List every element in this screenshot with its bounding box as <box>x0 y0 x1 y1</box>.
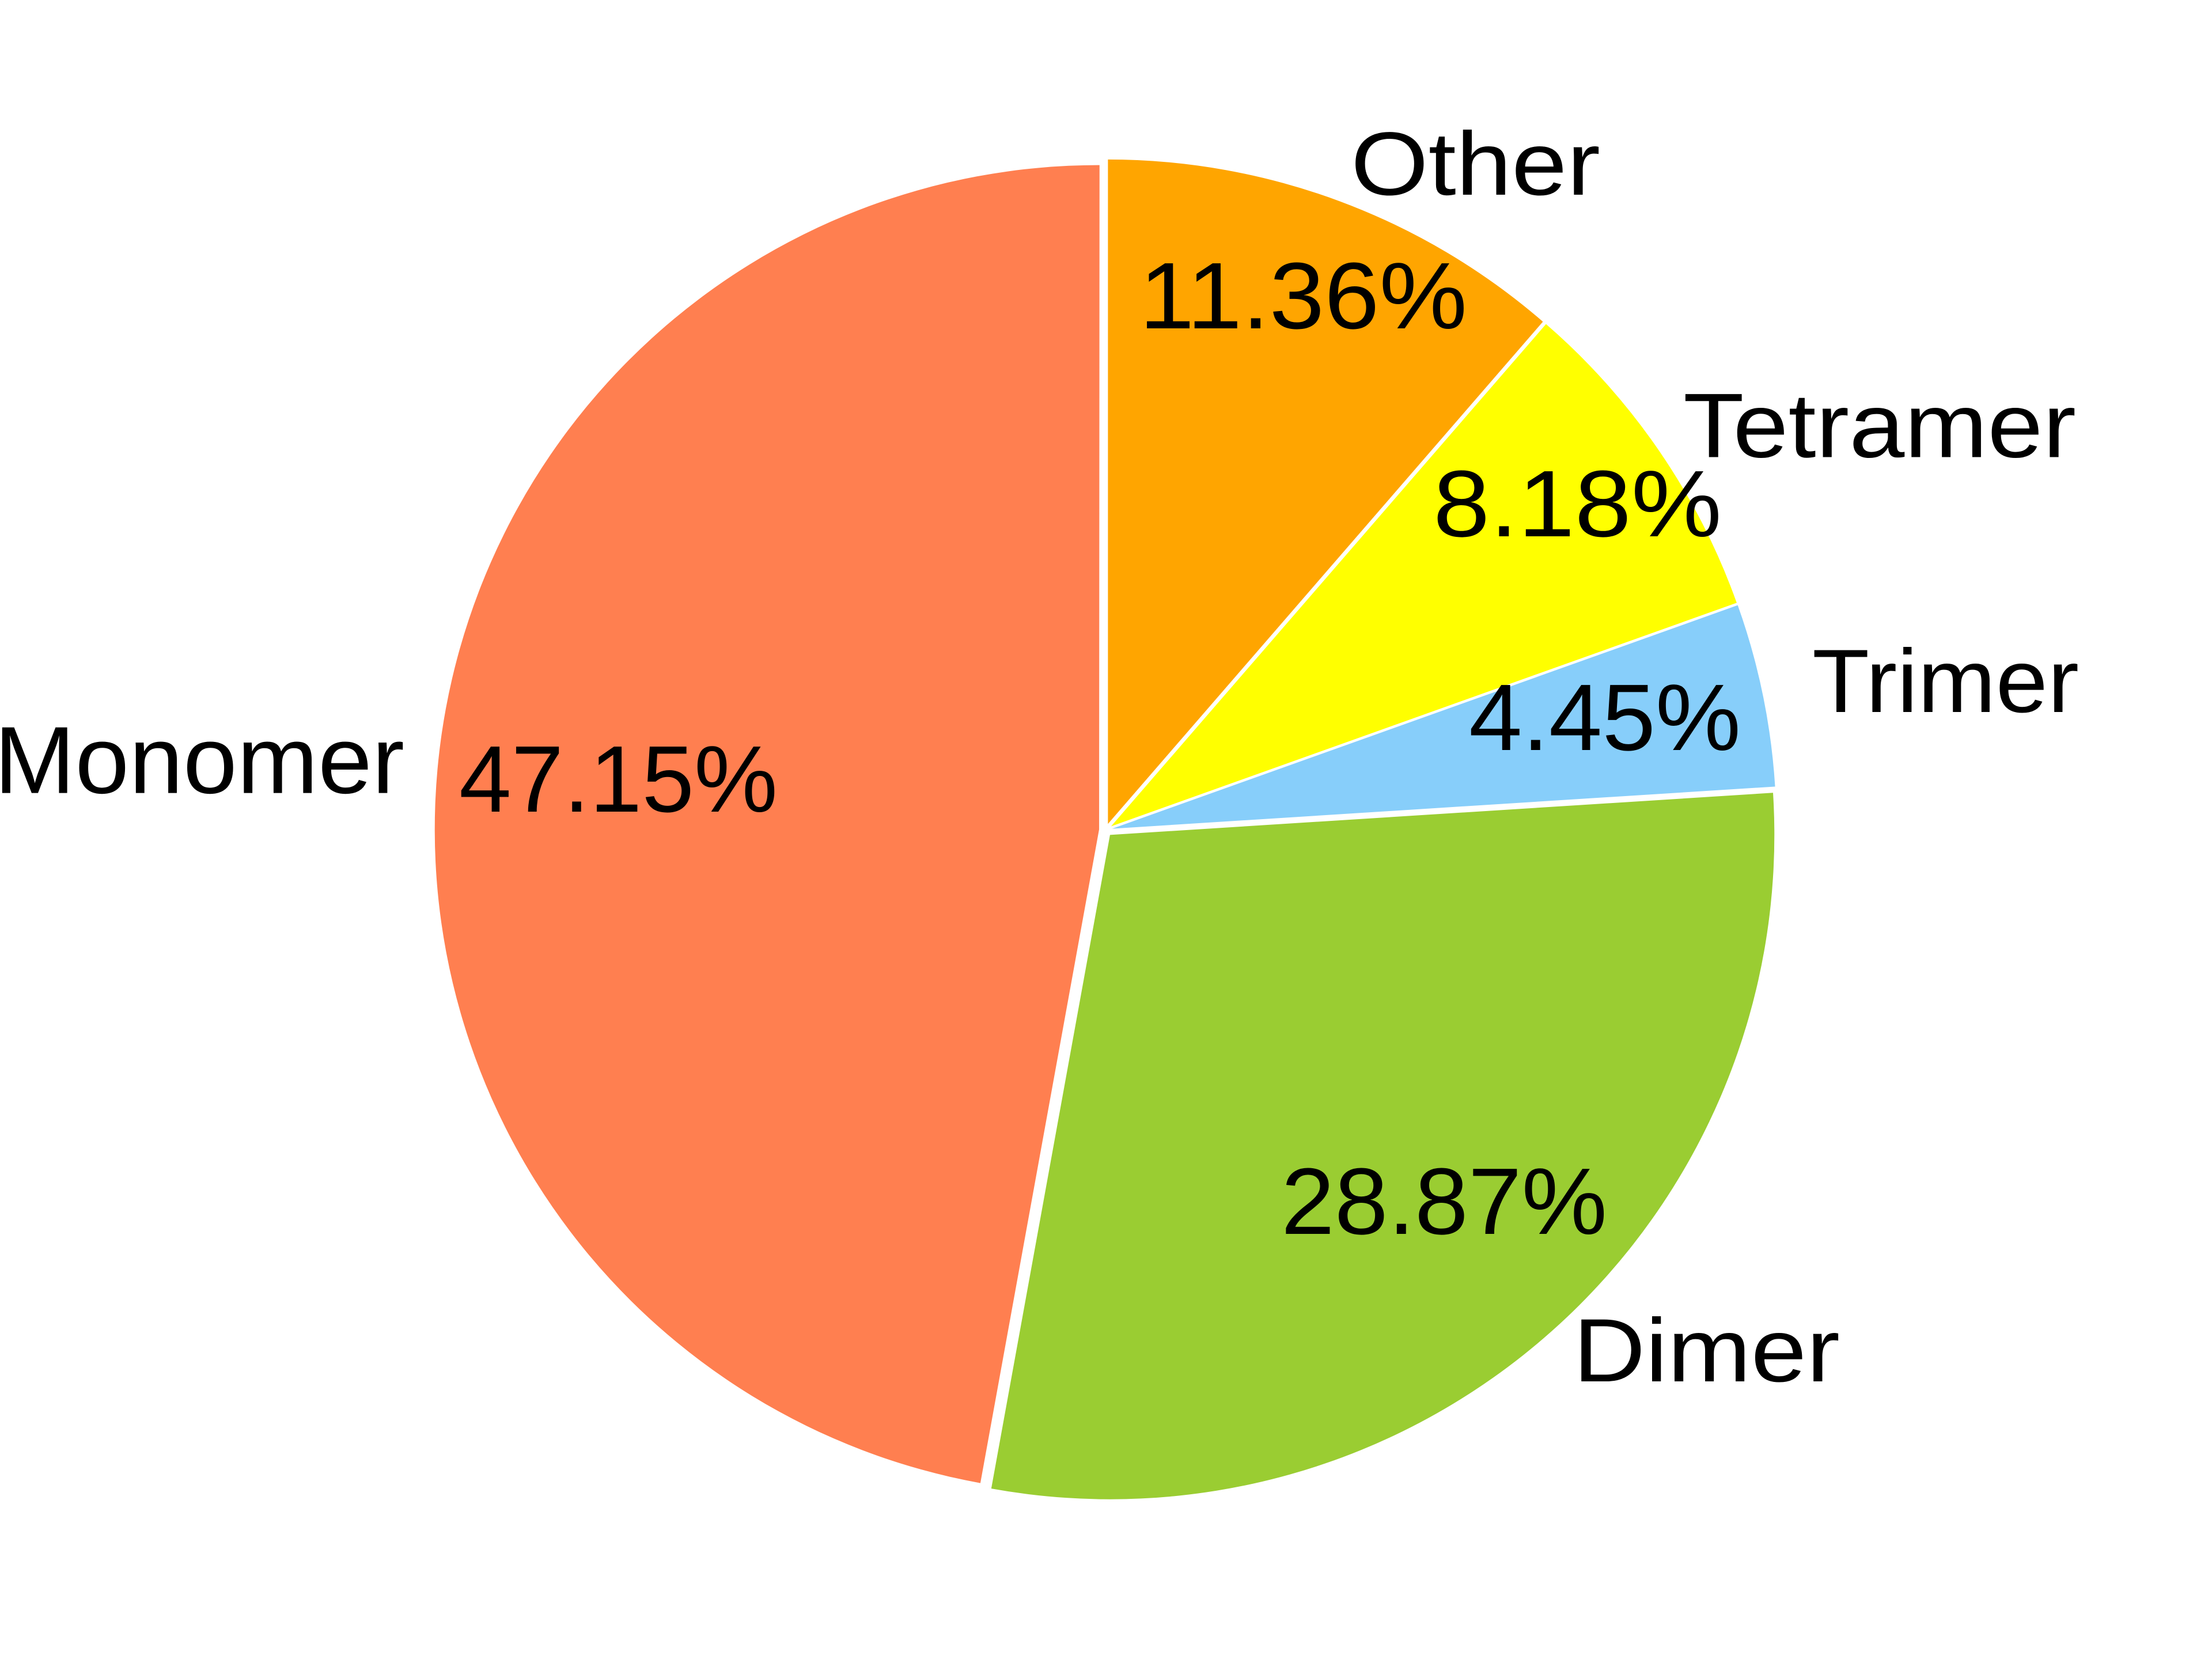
svg-text:Trimer: Trimer <box>1812 631 2079 732</box>
svg-text:Other: Other <box>1351 114 1600 214</box>
svg-text:28.87%: 28.87% <box>1281 1149 1607 1254</box>
svg-text:8.18%: 8.18% <box>1433 451 1722 556</box>
svg-text:Tetramer: Tetramer <box>1683 374 2076 477</box>
svg-text:Monomer: Monomer <box>0 707 404 814</box>
svg-text:11.36%: 11.36% <box>1139 243 1467 349</box>
svg-text:Dimer: Dimer <box>1573 1301 1840 1401</box>
svg-text:47.15%: 47.15% <box>459 726 778 832</box>
svg-text:4.45%: 4.45% <box>1469 665 1741 770</box>
